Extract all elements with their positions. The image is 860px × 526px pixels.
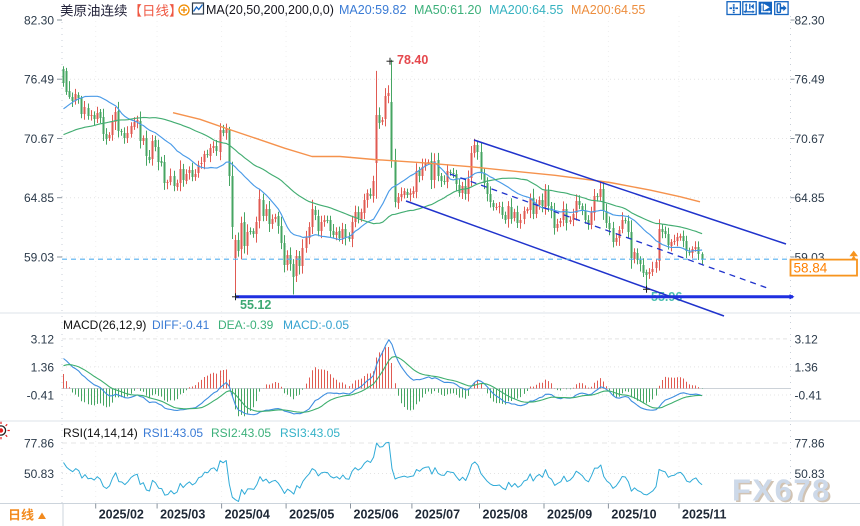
svg-text:MACD(26,12,9): MACD(26,12,9) [63,318,146,332]
svg-text:-0.41: -0.41 [795,389,823,403]
svg-text:DIFF:-0.41: DIFF:-0.41 [152,318,210,332]
svg-text:3.12: 3.12 [795,332,819,346]
svg-text:MA200:64.55: MA200:64.55 [489,3,563,17]
svg-text:RSI2:43.05: RSI2:43.05 [211,426,271,440]
svg-text:76.49: 76.49 [795,73,825,87]
svg-text:78.40: 78.40 [397,53,428,67]
svg-text:2025/06: 2025/06 [354,508,399,522]
svg-text:2025/02: 2025/02 [99,508,144,522]
svg-text:DEA:-0.39: DEA:-0.39 [218,318,274,332]
svg-text:RSI(14,14,14): RSI(14,14,14) [63,426,138,440]
svg-text:2025/11: 2025/11 [682,508,727,522]
svg-text:55.12: 55.12 [240,298,271,312]
svg-text:2025/04: 2025/04 [225,508,270,522]
svg-text:2025/05: 2025/05 [289,508,334,522]
svg-text:82.30: 82.30 [24,14,54,28]
svg-text:2025/07: 2025/07 [415,508,460,522]
svg-text:2025/03: 2025/03 [160,508,205,522]
svg-text:2025/09: 2025/09 [547,508,592,522]
svg-text:2025/08: 2025/08 [483,508,528,522]
svg-text:MACD:-0.05: MACD:-0.05 [283,318,349,332]
svg-text:59.03: 59.03 [24,251,54,265]
svg-text:1.36: 1.36 [31,360,55,374]
svg-text:MA20:59.82: MA20:59.82 [339,3,406,17]
svg-text:50.83: 50.83 [24,467,54,481]
svg-text:3.12: 3.12 [31,332,55,346]
svg-text:64.85: 64.85 [795,191,825,205]
svg-text:FX678: FX678 [732,473,831,508]
svg-text:2025/10: 2025/10 [611,508,656,522]
svg-text:58.84: 58.84 [794,260,828,275]
svg-text:MA200:64.55: MA200:64.55 [571,3,645,17]
svg-text:70.67: 70.67 [795,132,825,146]
svg-text:70.67: 70.67 [24,132,54,146]
svg-text:RSI1:43.05: RSI1:43.05 [143,426,203,440]
svg-text:FX678: FX678 [734,474,833,509]
svg-text:1.36: 1.36 [795,360,819,374]
svg-text:64.85: 64.85 [24,191,54,205]
svg-text:77.86: 77.86 [795,437,825,451]
svg-text:MA50:61.20: MA50:61.20 [414,3,481,17]
svg-text:50.83: 50.83 [795,467,825,481]
svg-text:MA(20,50,200,200,0,0): MA(20,50,200,200,0,0) [206,3,334,17]
svg-text:-0.41: -0.41 [27,389,55,403]
svg-text:82.30: 82.30 [795,14,825,28]
svg-text:77.86: 77.86 [24,437,54,451]
svg-text:76.49: 76.49 [24,73,54,87]
svg-text:RSI3:43.05: RSI3:43.05 [280,426,340,440]
